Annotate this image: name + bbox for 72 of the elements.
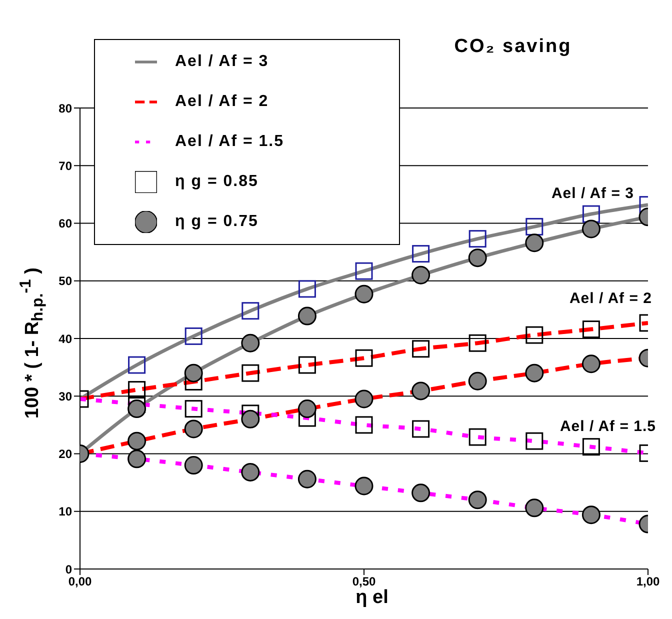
y-tick-label: 80 bbox=[58, 101, 72, 116]
x-tick-label: 0,50 bbox=[352, 574, 376, 589]
annotation: Ael / Af = 1.5 bbox=[560, 418, 656, 435]
point bbox=[355, 416, 373, 434]
point bbox=[412, 484, 430, 502]
point bbox=[241, 462, 260, 482]
y-tick-label: 10 bbox=[58, 504, 72, 519]
point bbox=[184, 400, 202, 418]
point bbox=[582, 354, 600, 374]
x-tick-label: 0,00 bbox=[68, 574, 92, 589]
point bbox=[242, 302, 260, 320]
point bbox=[298, 400, 316, 418]
point bbox=[412, 266, 430, 284]
legend-label: η g = 0.85 bbox=[175, 173, 258, 190]
point bbox=[128, 432, 146, 450]
point bbox=[128, 450, 146, 468]
y-tick-label: 60 bbox=[58, 216, 72, 231]
point bbox=[468, 334, 486, 352]
point bbox=[354, 284, 374, 304]
chart-title: CO₂ saving bbox=[454, 36, 572, 57]
point bbox=[412, 340, 430, 358]
point bbox=[412, 245, 430, 263]
y-tick-label: 70 bbox=[58, 158, 72, 173]
point bbox=[241, 410, 260, 428]
point bbox=[526, 218, 544, 236]
point bbox=[582, 205, 600, 223]
point bbox=[525, 364, 544, 382]
x-tick-label: 1,00 bbox=[636, 574, 660, 589]
legend-label: Ael / Af = 2 bbox=[175, 93, 269, 110]
point bbox=[298, 280, 316, 298]
point bbox=[526, 432, 544, 450]
point bbox=[412, 420, 430, 438]
point bbox=[298, 356, 316, 374]
y-tick-label: 50 bbox=[58, 274, 72, 288]
point bbox=[184, 420, 203, 438]
annotation: Ael / Af = 2 bbox=[569, 290, 652, 307]
point bbox=[582, 320, 600, 338]
point bbox=[582, 438, 600, 456]
y-tick-label: 0 bbox=[65, 562, 72, 576]
point bbox=[355, 349, 373, 367]
legend-label: Ael / Af = 1.5 bbox=[175, 133, 284, 150]
point bbox=[526, 326, 544, 344]
point bbox=[354, 476, 374, 496]
point bbox=[582, 506, 600, 524]
y-tick-label: 40 bbox=[58, 332, 72, 346]
point bbox=[412, 382, 430, 400]
point bbox=[468, 230, 486, 248]
point bbox=[468, 248, 487, 268]
point bbox=[128, 381, 146, 399]
point bbox=[242, 364, 260, 382]
legend-label: η g = 0.75 bbox=[175, 213, 258, 230]
annotation: Ael / Af = 3 bbox=[551, 185, 634, 202]
point bbox=[241, 334, 260, 352]
point bbox=[582, 220, 600, 238]
x-axis-title: η el bbox=[356, 587, 388, 608]
point bbox=[468, 490, 487, 510]
point bbox=[525, 498, 544, 518]
y-tick-label: 20 bbox=[58, 447, 72, 462]
point bbox=[184, 456, 203, 475]
point bbox=[298, 470, 316, 488]
y-tick-label: 30 bbox=[58, 389, 72, 404]
point bbox=[354, 390, 374, 408]
point bbox=[468, 372, 487, 390]
point bbox=[298, 306, 316, 326]
point bbox=[525, 234, 544, 252]
point bbox=[184, 364, 203, 382]
point bbox=[128, 356, 146, 374]
point bbox=[184, 327, 202, 345]
legend-label: Ael / Af = 3 bbox=[175, 53, 269, 70]
point bbox=[468, 428, 486, 446]
point bbox=[128, 400, 146, 418]
point bbox=[355, 262, 373, 280]
